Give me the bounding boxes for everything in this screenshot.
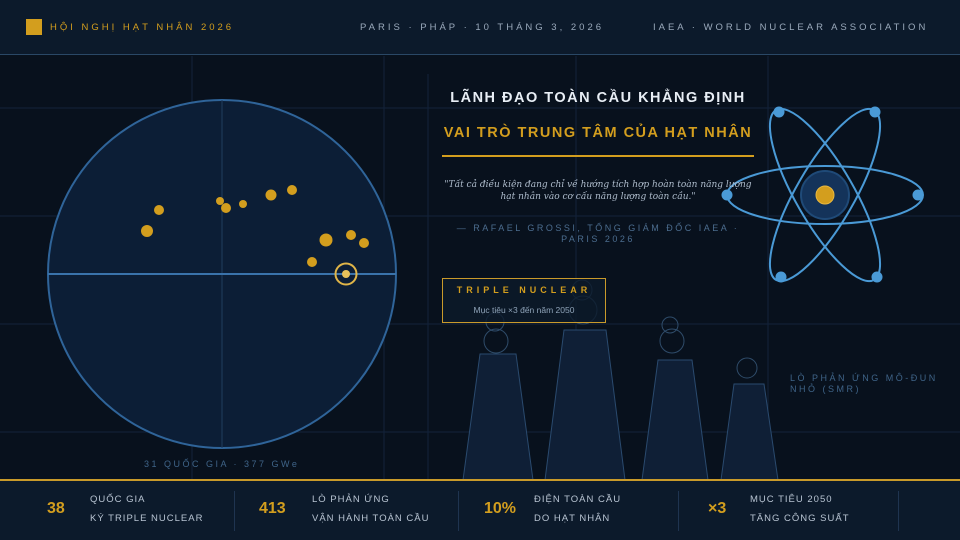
illustration [47, 99, 924, 480]
cooling-tower [641, 359, 709, 480]
stat-value: 10% [484, 500, 517, 517]
logo-square-icon [26, 19, 42, 35]
badge-subtitle: Mục tiêu ×3 đến năm 2050 [473, 305, 575, 315]
stat-label: MỤC TIÊU 2050 [750, 494, 833, 505]
quote-attribution: — RAFAEL GROSSI, TỔNG GIÁM ĐỐC IAEA · PA… [456, 223, 740, 244]
atom-icon [721, 106, 924, 283]
stat-label: QUỐC GIA [90, 494, 146, 505]
divider [458, 491, 459, 531]
divider [234, 491, 235, 531]
globe-caption: 31 QUỐC GIA · 377 GWe [144, 459, 300, 469]
quote-text: "Tất cả điều kiện đang chỉ về hướng tích… [444, 180, 752, 202]
headline-divider [442, 155, 754, 157]
paris-marker-icon [334, 262, 358, 286]
stat-value: ×3 [708, 500, 727, 517]
globe [47, 99, 397, 449]
divider [678, 491, 679, 531]
cooling-tower [462, 353, 534, 480]
conference-title: HỘI NGHỊ HẠT NHÂN 2026 [50, 22, 235, 33]
headline-line1: LÃNH ĐẠO TOÀN CẦU KHẲNG ĐỊNH [450, 90, 746, 106]
badge-title: TRIPLE NUCLEAR [456, 285, 592, 295]
stats-footer: 38 QUỐC GIA KÝ TRIPLE NUCLEAR 413 LÒ PHẢ… [0, 479, 960, 540]
stat-label: LÒ PHẢN ỨNG [312, 494, 390, 505]
stat-label: DO HẠT NHÂN [534, 513, 611, 524]
stat-value: 413 [259, 500, 286, 517]
header-bar: HỘI NGHỊ HẠT NHÂN 2026 PARIS · PHÁP · 10… [0, 0, 960, 55]
country-dots [141, 185, 369, 267]
stat-label: ĐIỆN TOÀN CẦU [534, 494, 622, 505]
cooling-tower [544, 329, 626, 480]
stat-value: 38 [47, 500, 65, 517]
smr-label: LÒ PHẢN ỨNG MÔ-ĐUN NHỎ (SMR) [790, 373, 938, 394]
stat-label: TĂNG CÔNG SUẤT [750, 513, 850, 524]
headline-line2: VAI TRÒ TRUNG TÂM CỦA HẠT NHÂN [443, 125, 753, 141]
cooling-towers [462, 279, 779, 480]
divider [898, 491, 899, 531]
cooling-tower [720, 383, 779, 480]
organizers: IAEA · WORLD NUCLEAR ASSOCIATION [653, 22, 929, 33]
location-date: PARIS · PHÁP · 10 THÁNG 3, 2026 [360, 22, 605, 33]
stat-label: VẬN HÀNH TOÀN CẦU [312, 513, 430, 524]
triple-nuclear-badge: TRIPLE NUCLEAR Mục tiêu ×3 đến năm 2050 [442, 278, 606, 323]
stat-label: KÝ TRIPLE NUCLEAR [90, 513, 204, 524]
